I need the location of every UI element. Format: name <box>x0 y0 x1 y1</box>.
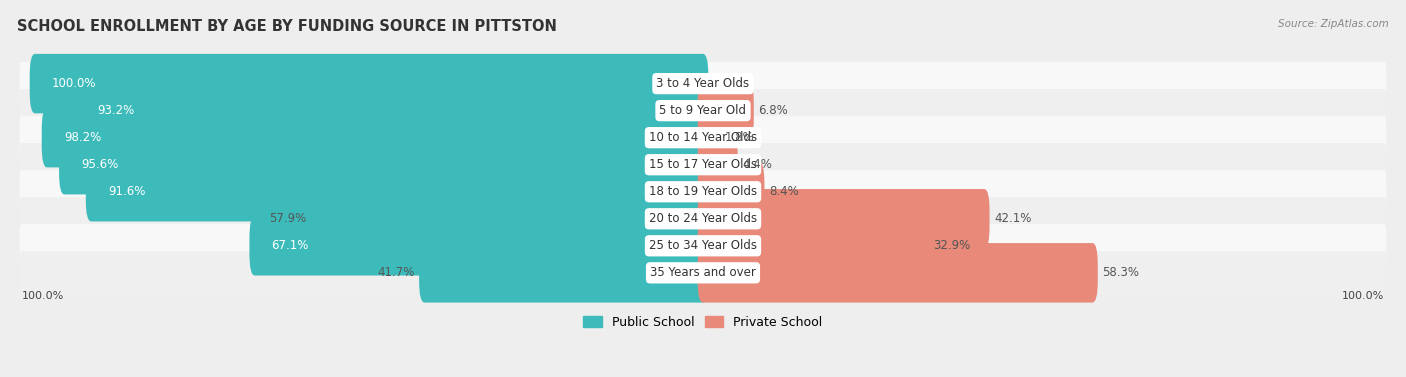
Text: 18 to 19 Year Olds: 18 to 19 Year Olds <box>650 185 756 198</box>
FancyBboxPatch shape <box>697 216 928 276</box>
FancyBboxPatch shape <box>30 54 709 113</box>
Text: 100.0%: 100.0% <box>1343 291 1385 301</box>
Text: 8.4%: 8.4% <box>769 185 799 198</box>
Text: 98.2%: 98.2% <box>63 131 101 144</box>
FancyBboxPatch shape <box>697 189 990 248</box>
FancyBboxPatch shape <box>42 108 709 167</box>
FancyBboxPatch shape <box>75 81 709 140</box>
Text: 32.9%: 32.9% <box>932 239 970 252</box>
Text: 20 to 24 Year Olds: 20 to 24 Year Olds <box>650 212 756 225</box>
FancyBboxPatch shape <box>20 62 1386 105</box>
Text: 25 to 34 Year Olds: 25 to 34 Year Olds <box>650 239 756 252</box>
Text: 35 Years and over: 35 Years and over <box>650 266 756 279</box>
Text: 67.1%: 67.1% <box>271 239 309 252</box>
Text: 10 to 14 Year Olds: 10 to 14 Year Olds <box>650 131 756 144</box>
Text: 100.0%: 100.0% <box>21 291 63 301</box>
Text: 91.6%: 91.6% <box>108 185 145 198</box>
Text: Source: ZipAtlas.com: Source: ZipAtlas.com <box>1278 19 1389 29</box>
FancyBboxPatch shape <box>419 243 709 303</box>
FancyBboxPatch shape <box>697 135 738 195</box>
Text: 41.7%: 41.7% <box>377 266 415 279</box>
Text: 15 to 17 Year Olds: 15 to 17 Year Olds <box>650 158 756 171</box>
FancyBboxPatch shape <box>697 108 720 167</box>
Text: 57.9%: 57.9% <box>269 212 307 225</box>
FancyBboxPatch shape <box>86 162 709 221</box>
Text: 93.2%: 93.2% <box>97 104 135 117</box>
Text: 42.1%: 42.1% <box>994 212 1032 225</box>
Text: 95.6%: 95.6% <box>82 158 118 171</box>
Text: 100.0%: 100.0% <box>52 77 96 90</box>
Text: SCHOOL ENROLLMENT BY AGE BY FUNDING SOURCE IN PITTSTON: SCHOOL ENROLLMENT BY AGE BY FUNDING SOUR… <box>17 19 557 34</box>
FancyBboxPatch shape <box>20 251 1386 294</box>
Text: 6.8%: 6.8% <box>758 104 789 117</box>
Text: 1.8%: 1.8% <box>725 131 755 144</box>
FancyBboxPatch shape <box>697 162 765 221</box>
Text: 58.3%: 58.3% <box>1102 266 1139 279</box>
FancyBboxPatch shape <box>20 224 1386 267</box>
FancyBboxPatch shape <box>59 135 709 195</box>
Text: 4.4%: 4.4% <box>742 158 772 171</box>
FancyBboxPatch shape <box>311 189 709 248</box>
Text: 3 to 4 Year Olds: 3 to 4 Year Olds <box>657 77 749 90</box>
FancyBboxPatch shape <box>697 81 754 140</box>
FancyBboxPatch shape <box>20 116 1386 159</box>
FancyBboxPatch shape <box>20 89 1386 132</box>
Text: 5 to 9 Year Old: 5 to 9 Year Old <box>659 104 747 117</box>
FancyBboxPatch shape <box>20 197 1386 241</box>
Legend: Public School, Private School: Public School, Private School <box>578 311 828 334</box>
FancyBboxPatch shape <box>20 143 1386 186</box>
FancyBboxPatch shape <box>249 216 709 276</box>
FancyBboxPatch shape <box>20 170 1386 213</box>
FancyBboxPatch shape <box>697 243 1098 303</box>
